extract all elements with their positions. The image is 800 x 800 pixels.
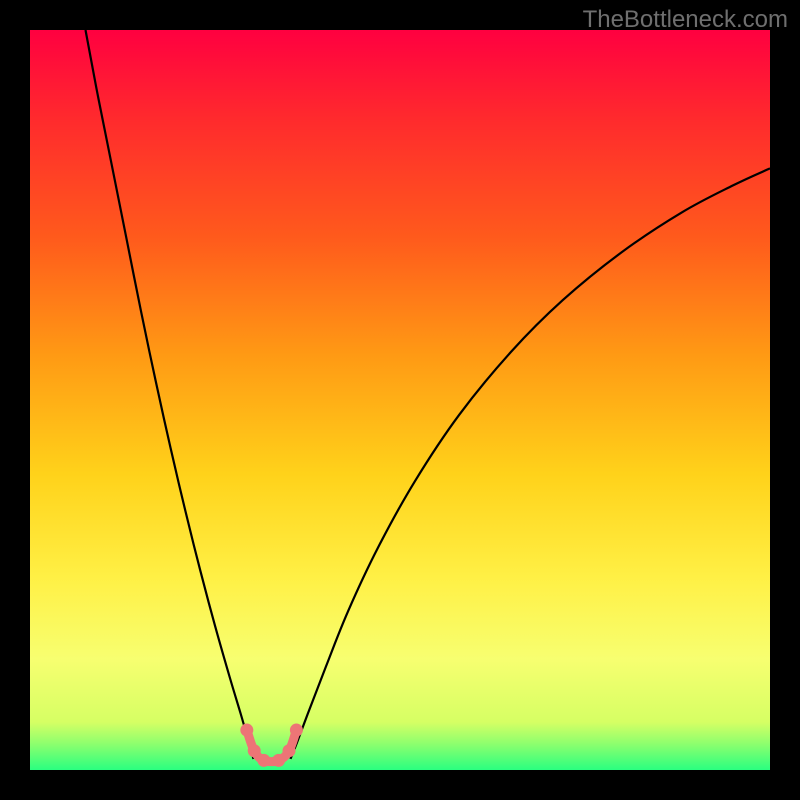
right-curve — [290, 168, 770, 759]
left-curve — [86, 30, 254, 759]
bottleneck-curve-layer — [0, 0, 800, 800]
bottom-link-marker — [272, 754, 285, 767]
bottom-link-marker — [283, 744, 296, 757]
bottom-link-marker — [248, 744, 261, 757]
bottom-link-marker — [257, 754, 270, 767]
bottom-link-marker — [290, 724, 303, 737]
bottom-link-marker — [240, 724, 253, 737]
chart-stage: TheBottleneck.com — [0, 0, 800, 800]
watermark-text: TheBottleneck.com — [583, 6, 788, 34]
